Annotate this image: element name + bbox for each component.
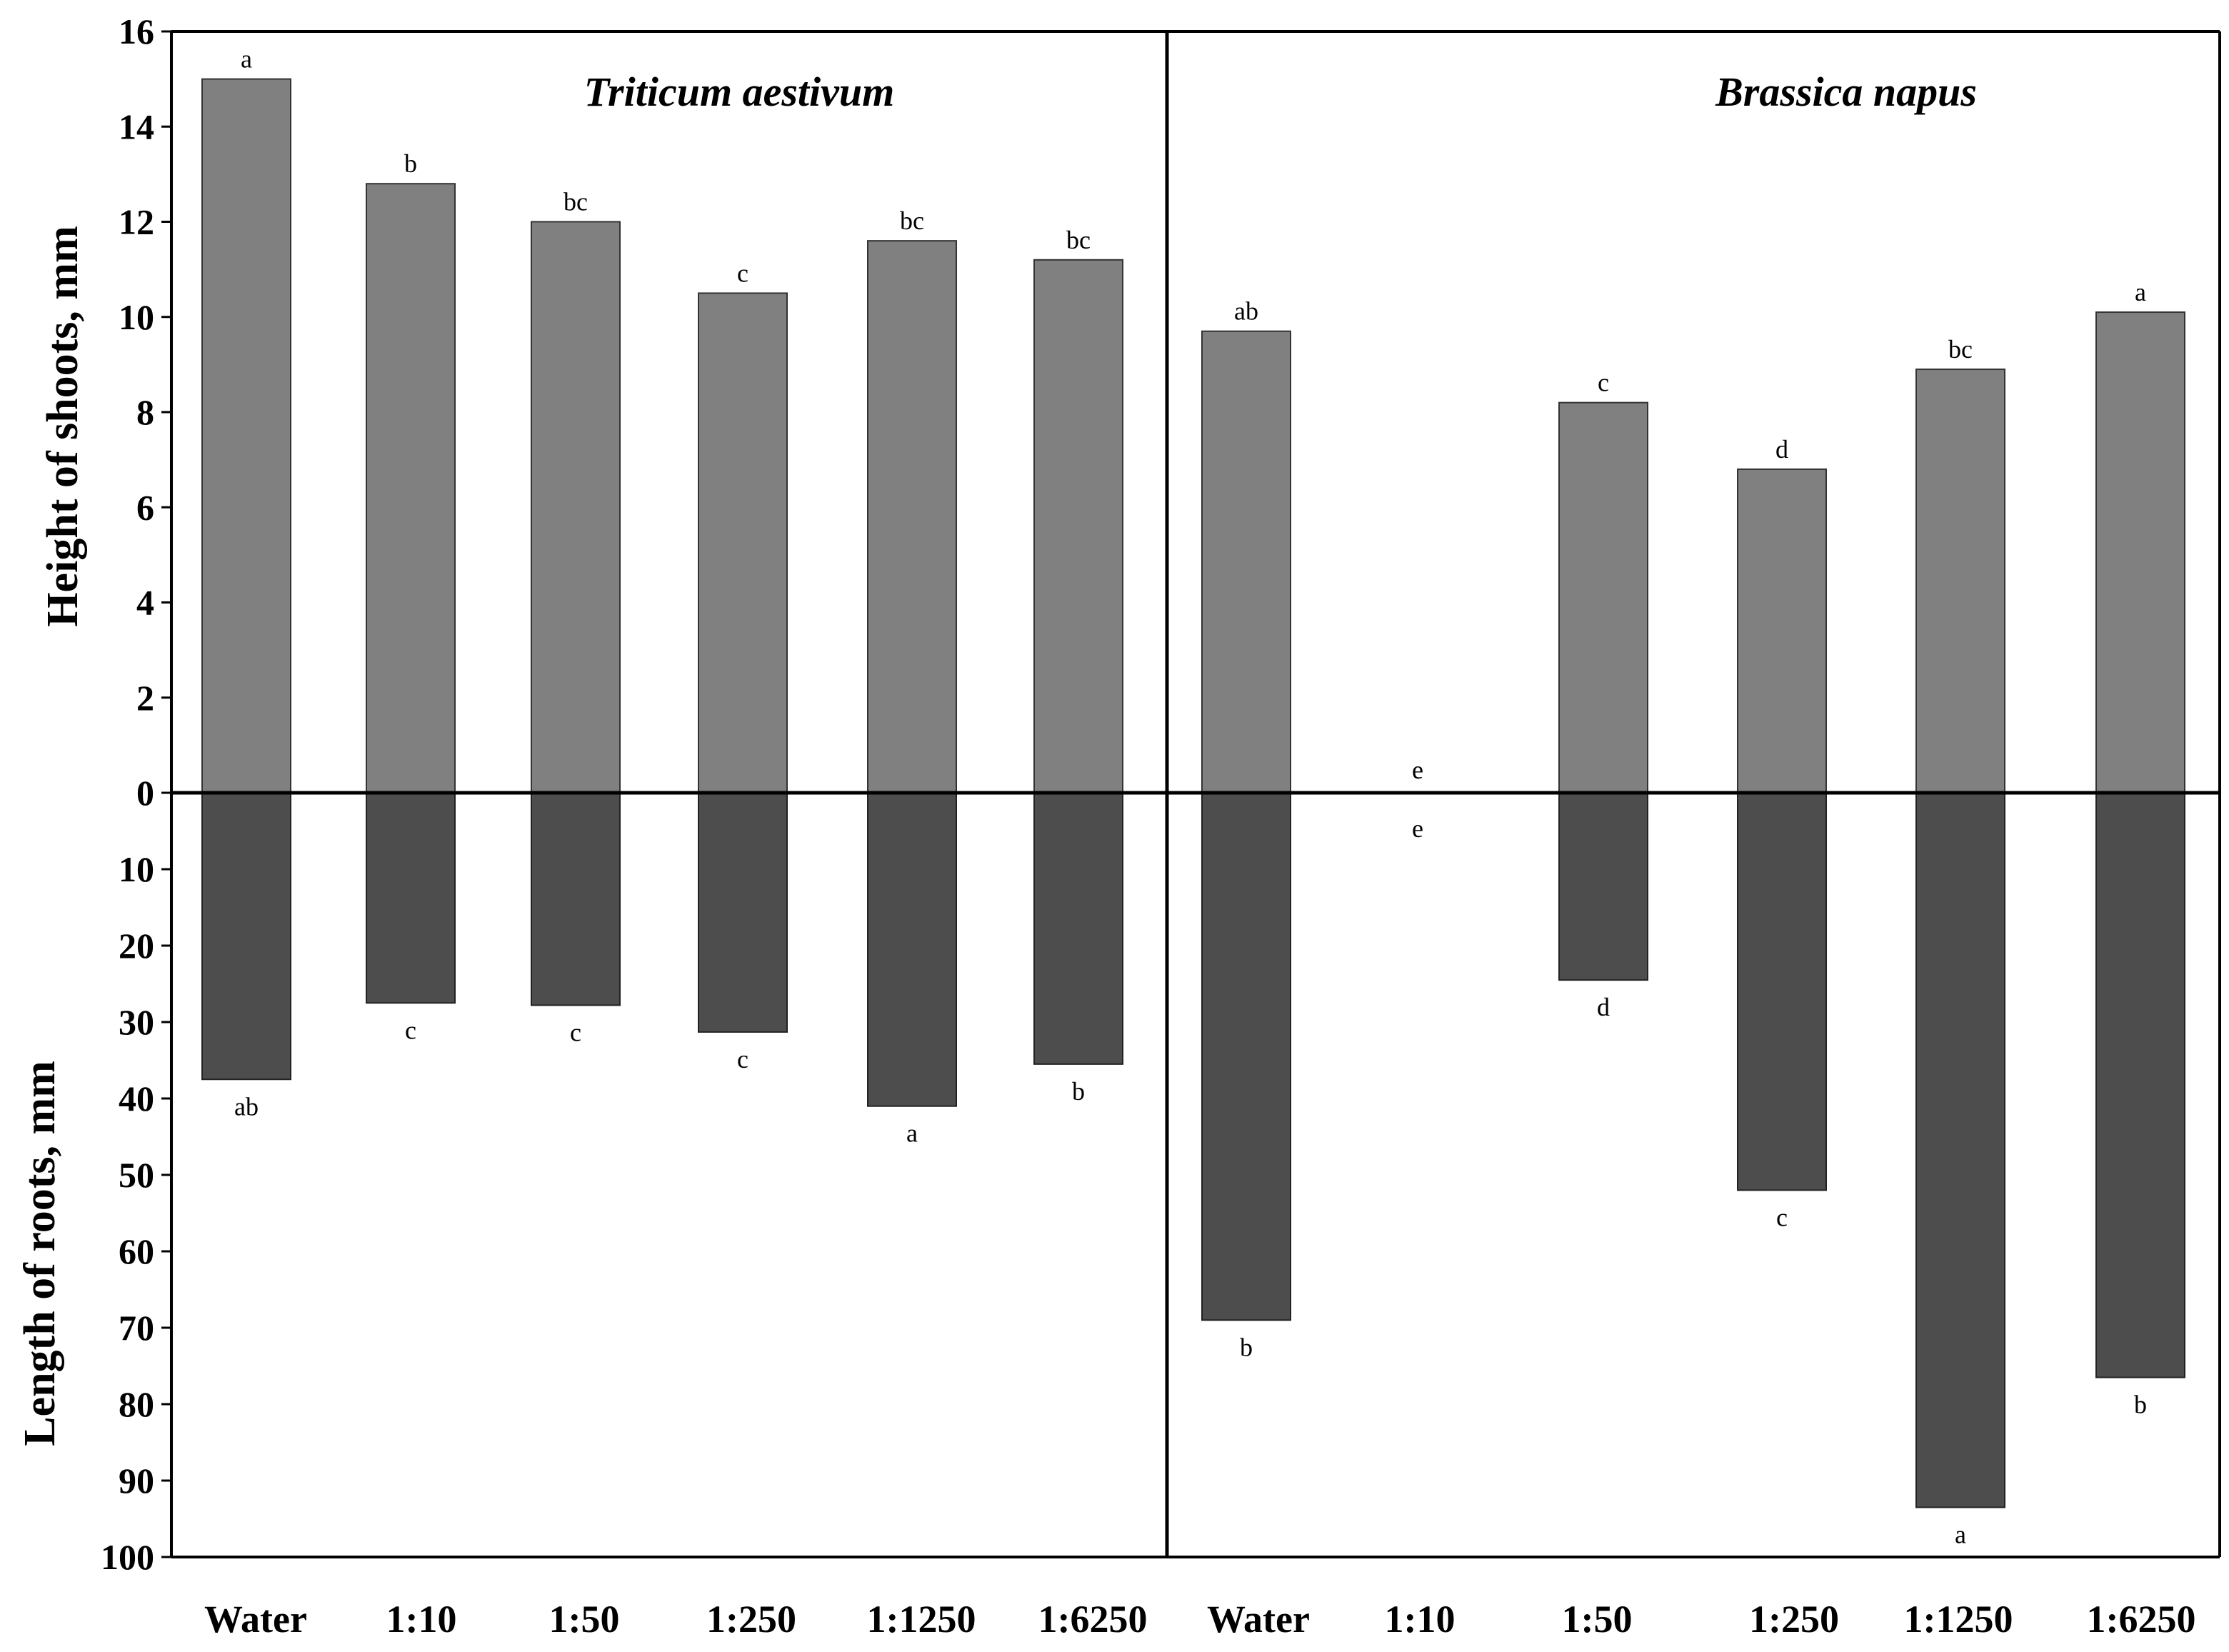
root-significance-label: c: [1776, 1203, 1788, 1231]
x-tick-label: Water: [204, 1598, 307, 1641]
root-significance-label: b: [1240, 1333, 1253, 1361]
y-tick-label-shoots: 16: [119, 11, 154, 51]
root-significance-label: ab: [234, 1092, 259, 1121]
shoot-significance-label: d: [1775, 435, 1788, 464]
y-tick-label-shoots: 8: [136, 392, 154, 432]
shoot-bar: [1033, 259, 1123, 794]
shoot-significance-label: a: [241, 45, 252, 74]
y-tick-label-roots: 20: [119, 926, 154, 966]
x-tick-label: 1:10: [1385, 1598, 1456, 1641]
root-significance-label: a: [906, 1119, 918, 1148]
shoot-bar: [531, 221, 621, 794]
shoot-significance-label: b: [404, 149, 417, 178]
bars-layer: [201, 78, 2185, 1508]
x-tick-label: 1:50: [1562, 1598, 1633, 1641]
root-significance-label: c: [570, 1018, 581, 1046]
shoot-significance-label: bc: [1066, 226, 1091, 254]
root-bar: [698, 792, 788, 1033]
shoot-bar: [867, 240, 957, 794]
shoot-significance-label: ab: [1234, 297, 1258, 326]
root-bar: [1558, 792, 1648, 981]
y-axis-title-shoots: Height of shoots, mm: [39, 226, 87, 626]
y-tick-label-shoots: 0: [136, 773, 154, 813]
y-tick-label-roots: 50: [119, 1155, 154, 1195]
y-tick-label-roots: 70: [119, 1308, 154, 1348]
x-tick-label: 1:250: [1749, 1598, 1839, 1641]
shoot-bar: [1201, 330, 1291, 794]
y-tick-label-roots: 10: [119, 849, 154, 889]
panel-title: Brassica napus: [1715, 69, 1977, 115]
y-tick-label-roots: 90: [119, 1461, 154, 1501]
root-bar: [2095, 792, 2185, 1378]
shoot-significance-label: e: [1412, 756, 1423, 784]
root-bar: [1915, 792, 2005, 1508]
y-tick-label-roots: 40: [119, 1078, 154, 1118]
y-tick-label-shoots: 14: [119, 106, 154, 146]
shoot-significance-label: c: [1598, 369, 1609, 397]
y-tick-label-shoots: 2: [136, 678, 154, 718]
root-bar: [366, 792, 456, 1004]
root-bar: [1201, 792, 1291, 1321]
x-tick-label: 1:1250: [867, 1598, 976, 1641]
y-tick-label-shoots: 10: [119, 297, 154, 337]
root-bar: [201, 792, 291, 1081]
shoot-bar: [1558, 401, 1648, 794]
y-tick-label-roots: 60: [119, 1231, 154, 1271]
axes-layer: [161, 30, 2221, 1558]
shoot-significance-label: bc: [1948, 335, 1973, 364]
y-tick-label-roots: 100: [101, 1537, 154, 1577]
text-layer: Water 1:10 1:50 1:250 1:1250 1:6250 Triticum a…: [16, 11, 2195, 1641]
shoot-significance-label: bc: [900, 206, 924, 235]
shoot-significance-label: bc: [563, 188, 588, 216]
panel-title: Triticum aestivum: [584, 69, 894, 115]
x-tick-label: 1:6250: [1038, 1598, 1148, 1641]
x-tick-label: 1:10: [386, 1598, 457, 1641]
shoot-bar: [1915, 369, 2005, 794]
x-tick-label: 1:50: [549, 1598, 620, 1641]
root-bar: [1737, 792, 1827, 1191]
root-significance-label: a: [1955, 1520, 1966, 1548]
root-significance-label: e: [1412, 814, 1423, 843]
shoot-bar: [201, 78, 291, 794]
x-tick-label: Water: [1207, 1598, 1310, 1641]
shoot-bar: [2095, 311, 2185, 794]
root-significance-label: b: [1072, 1077, 1085, 1106]
root-significance-label: d: [1597, 993, 1610, 1021]
x-tick-label: 1:6250: [2087, 1598, 2196, 1641]
root-significance-label: c: [737, 1045, 748, 1073]
y-axis-title-roots: Length of roots, mm: [16, 1061, 64, 1446]
root-significance-label: b: [2134, 1391, 2147, 1419]
shoot-bar: [1737, 468, 1827, 794]
y-tick-label-shoots: 4: [136, 583, 154, 623]
x-tick-label: 1:1250: [1904, 1598, 2013, 1641]
shoot-bar: [698, 292, 788, 794]
y-tick-label-shoots: 6: [136, 487, 154, 527]
root-bar: [1033, 792, 1123, 1065]
root-bar: [867, 792, 957, 1107]
y-tick-label-roots: 80: [119, 1384, 154, 1424]
y-tick-label-shoots: 12: [119, 202, 154, 242]
shoot-bar: [366, 183, 456, 794]
shoot-significance-label: a: [2135, 278, 2146, 306]
x-tick-label: 1:250: [706, 1598, 796, 1641]
root-bar: [531, 792, 621, 1006]
root-significance-label: c: [405, 1016, 416, 1044]
y-tick-label-roots: 30: [119, 1002, 154, 1042]
shoot-significance-label: c: [737, 259, 748, 287]
